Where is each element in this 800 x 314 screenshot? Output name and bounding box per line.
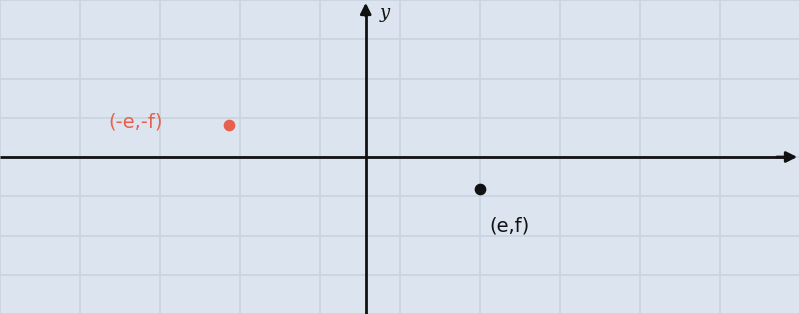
Point: [222, 122, 235, 127]
Point: [474, 187, 486, 192]
Text: (-e,-f): (-e,-f): [109, 112, 163, 132]
Text: (e,f): (e,f): [489, 216, 530, 235]
Text: y: y: [379, 3, 390, 22]
